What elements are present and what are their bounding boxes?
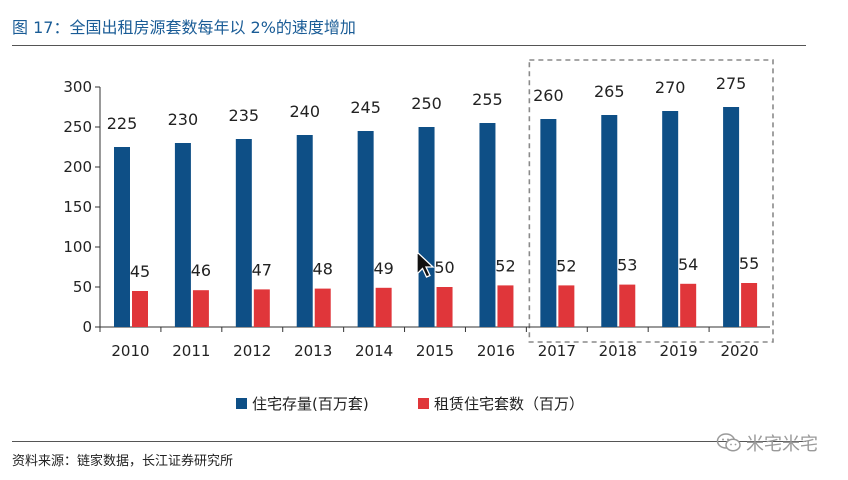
bar-chart: 0 50 100 150 200 250 300 2010 225 45 2011 230 46 2012… — [63, 59, 774, 413]
data-label-rental-units: 45 — [130, 262, 150, 281]
y-tick-label: 300 — [63, 78, 92, 96]
data-label-rental-units: 52 — [495, 256, 515, 275]
x-tick-label: 2019 — [660, 342, 698, 360]
bar-housing-stock — [174, 143, 191, 327]
bar-rental-units — [619, 284, 636, 327]
x-tick-label: 2017 — [538, 342, 576, 360]
bar-housing-stock — [662, 111, 679, 327]
bar-rental-units — [741, 283, 758, 327]
data-label-housing-stock: 260 — [533, 86, 564, 105]
y-tick-label: 150 — [63, 198, 92, 216]
data-label-housing-stock: 250 — [411, 94, 442, 113]
watermark-text: 米宅米宅 — [746, 434, 818, 455]
data-label-housing-stock: 270 — [655, 78, 686, 97]
bar-rental-units — [375, 287, 392, 327]
bar-housing-stock — [235, 139, 252, 327]
legend-swatch-rental-units — [418, 398, 429, 409]
data-label-rental-units: 52 — [556, 256, 576, 275]
y-tick-label: 50 — [73, 278, 92, 296]
source-note: 资料来源：链家数据，长江证券研究所 — [12, 454, 234, 469]
data-label-rental-units: 46 — [191, 261, 211, 280]
source-divider — [12, 441, 806, 442]
bar-rental-units — [680, 283, 697, 327]
bar-housing-stock — [357, 131, 374, 327]
bar-housing-stock — [479, 123, 496, 327]
data-label-housing-stock: 230 — [168, 110, 199, 129]
data-label-housing-stock: 225 — [107, 114, 138, 133]
x-tick-label: 2015 — [416, 342, 454, 360]
y-tick-label: 200 — [63, 158, 92, 176]
data-label-rental-units: 49 — [373, 259, 393, 278]
x-tick-label: 2010 — [111, 342, 149, 360]
title-divider — [12, 45, 806, 46]
data-label-rental-units: 48 — [313, 260, 333, 279]
y-tick-label: 0 — [82, 318, 92, 336]
data-label-rental-units: 55 — [739, 254, 759, 273]
bar-rental-units — [253, 289, 270, 327]
bar-rental-units — [436, 287, 453, 327]
x-tick-label: 2011 — [172, 342, 210, 360]
bar-rental-units — [497, 285, 514, 327]
x-tick-label: 2016 — [477, 342, 515, 360]
highlight-box — [528, 59, 774, 343]
x-tick-label: 2013 — [294, 342, 332, 360]
figure-title: 图 17：全国出租房源套数每年以 2%的速度增加 — [12, 18, 356, 37]
data-label-housing-stock: 235 — [229, 106, 260, 125]
bar-housing-stock — [540, 119, 557, 327]
data-label-rental-units: 50 — [434, 258, 454, 277]
bar-rental-units — [314, 288, 331, 327]
bar-rental-units — [558, 285, 575, 327]
data-label-rental-units: 47 — [252, 260, 272, 279]
bar-housing-stock — [114, 147, 130, 327]
x-tick-label: 2014 — [355, 342, 393, 360]
bar-housing-stock — [418, 127, 435, 327]
mouse-cursor-icon — [416, 250, 435, 278]
bar-housing-stock — [601, 115, 618, 327]
watermark: 米宅米宅 — [716, 430, 818, 456]
legend-swatch-housing-stock — [236, 398, 247, 409]
y-tick-label: 100 — [63, 238, 92, 256]
y-tick-label: 250 — [63, 118, 92, 136]
x-tick-label: 2020 — [720, 342, 758, 360]
data-label-housing-stock: 245 — [350, 98, 381, 117]
bar-rental-units — [132, 291, 148, 327]
data-label-housing-stock: 265 — [594, 82, 625, 101]
bar-housing-stock — [723, 107, 740, 327]
legend-label-rental-units: 租赁住宅套数（百万） — [434, 395, 584, 413]
data-label-rental-units: 53 — [617, 256, 637, 275]
data-label-housing-stock: 255 — [472, 90, 503, 109]
x-tick-label: 2018 — [599, 342, 637, 360]
data-label-rental-units: 54 — [678, 255, 698, 274]
x-tick-label: 2012 — [233, 342, 271, 360]
legend-label-housing-stock: 住宅存量(百万套) — [252, 395, 369, 413]
bar-housing-stock — [296, 135, 313, 327]
bar-rental-units — [192, 290, 209, 327]
data-label-housing-stock: 240 — [289, 102, 320, 121]
data-label-housing-stock: 275 — [716, 74, 747, 93]
wechat-icon — [716, 433, 741, 452]
